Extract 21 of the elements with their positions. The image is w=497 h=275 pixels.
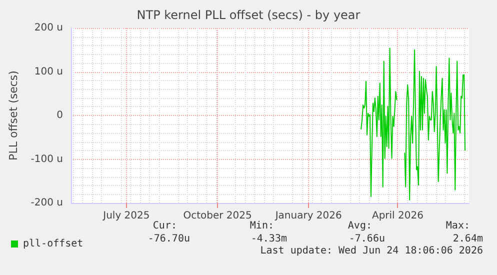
- chart-title: NTP kernel PLL offset (secs) - by year: [136, 8, 360, 22]
- text: -7.66u: [348, 234, 385, 244]
- x-tick-label: January 2026: [274, 210, 342, 222]
- x-tick-label: October 2025: [183, 210, 252, 222]
- y-tick-label: 200 u: [34, 22, 63, 34]
- y-axis-title: PLL offset (secs): [7, 70, 20, 160]
- y-tick-label: 100 u: [34, 66, 63, 78]
- x-tick-label: July 2025: [102, 210, 150, 222]
- text: Cur:: [152, 220, 177, 232]
- text: -76.70u: [148, 234, 190, 244]
- text: Min:: [250, 220, 274, 232]
- text: Last update: Wed Jun 24 18:06:06 2026: [260, 246, 483, 256]
- x-tick-label: April 2026: [372, 210, 424, 222]
- y-tick-label: 0: [56, 110, 63, 121]
- legend-label: pll-offset: [23, 238, 84, 250]
- text: Avg:: [348, 220, 372, 232]
- text: 2.64m: [452, 234, 483, 244]
- y-tick-label: -200 u: [30, 198, 63, 208]
- text: Max:: [446, 220, 470, 232]
- text: -4.33m: [250, 234, 287, 244]
- y-tick-label: -100 u: [30, 154, 63, 165]
